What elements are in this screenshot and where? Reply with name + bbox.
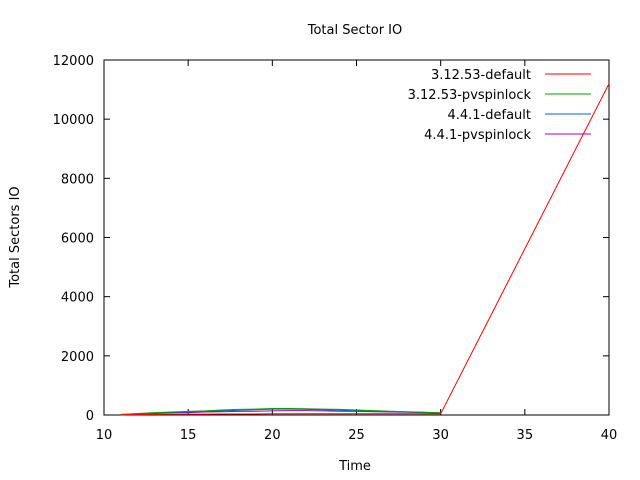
series-layer bbox=[120, 83, 610, 416]
y-tick-label: 2000 bbox=[61, 350, 94, 365]
y-tick-label: 10000 bbox=[53, 113, 94, 128]
chart-title: Total Sector IO bbox=[307, 23, 403, 38]
legend: 3.12.53-default 3.12.53-pvspinlock 4.4.1-d… bbox=[408, 68, 591, 143]
y-tick-label: 4000 bbox=[61, 291, 94, 306]
series-line bbox=[120, 408, 441, 415]
y-axis-label: Total Sectors IO bbox=[8, 186, 23, 288]
legend-label: 3.12.53-pvspinlock bbox=[408, 88, 532, 103]
x-tick-label: 20 bbox=[264, 428, 281, 443]
x-axis-label: Time bbox=[338, 459, 371, 474]
series-line bbox=[120, 83, 610, 416]
axis-ticks: 10 15 20 25 30 35 40 0 2000 4000 6000 8000 10000 1200… bbox=[53, 54, 618, 443]
series-line bbox=[120, 408, 441, 416]
y-tick-label: 8000 bbox=[61, 172, 94, 187]
y-tick-label: 0 bbox=[86, 409, 94, 424]
x-tick-label: 25 bbox=[348, 428, 365, 443]
x-tick-label: 35 bbox=[517, 428, 534, 443]
legend-label: 3.12.53-default bbox=[431, 68, 531, 83]
legend-label: 4.4.1-pvspinlock bbox=[424, 128, 531, 143]
y-tick-label: 12000 bbox=[53, 54, 94, 69]
x-tick-label: 30 bbox=[432, 428, 449, 443]
x-tick-label: 40 bbox=[601, 428, 618, 443]
legend-label: 4.4.1-default bbox=[447, 108, 531, 123]
x-tick-label: 10 bbox=[96, 428, 113, 443]
x-tick-label: 15 bbox=[180, 428, 197, 443]
plot-frame bbox=[103, 59, 610, 416]
y-tick-label: 6000 bbox=[61, 232, 94, 247]
